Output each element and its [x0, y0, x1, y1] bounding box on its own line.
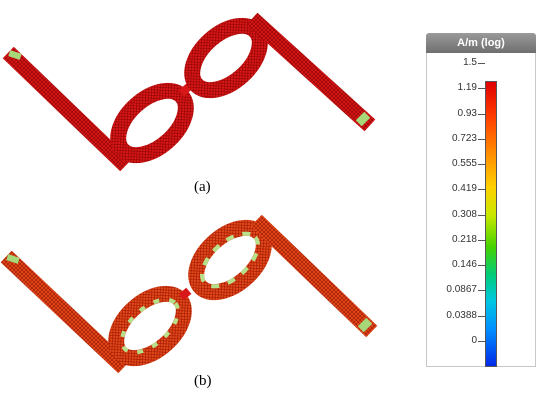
legend-tick-label: 0.146	[451, 259, 477, 271]
legend-tick-label: 0.0867	[446, 284, 477, 296]
legend-panel: 1.5 1.19 0.93 0.723 0.555 0.419 0.308 0.218 0.14…	[426, 53, 536, 367]
legend-tick-label: 0	[471, 335, 477, 346]
caption-b: (b)	[194, 373, 212, 389]
legend-title: A/m (log)	[426, 33, 536, 53]
caption-a: (a)	[194, 179, 211, 195]
legend-tick-label: 0.419	[451, 183, 477, 195]
antenna-b	[0, 214, 378, 374]
legend-tick-label: 1.19	[457, 82, 477, 94]
legend-tick-label: 0.723	[451, 132, 477, 144]
legend-tick-mark	[478, 315, 485, 317]
antenna-current-plots	[0, 12, 378, 374]
legend-tick-label: 1.5	[463, 57, 477, 68]
legend-tick-mark	[478, 265, 485, 267]
legend-tick-label: 0.0388	[446, 309, 477, 321]
colorbar-legend: A/m (log) 1.5 1.19 0.93 0.723 0.555 0.419 0.30…	[426, 33, 539, 368]
legend-tick-mark	[478, 189, 485, 191]
legend-tick-mark	[478, 239, 485, 241]
legend-tick-mark	[478, 290, 485, 292]
legend-tick-mark	[478, 138, 485, 140]
legend-tick-label: 0.218	[451, 233, 477, 245]
legend-tick-mark	[478, 113, 485, 115]
legend-tick-mark	[478, 214, 485, 216]
legend-tick-mark	[478, 63, 485, 64]
legend-tick-label: 0.308	[451, 208, 477, 220]
legend-tick-mark	[478, 164, 485, 166]
antenna-a	[2, 12, 376, 172]
legend-tick-mark	[478, 341, 485, 342]
colorbar	[485, 81, 497, 367]
legend-tick-label: 0.93	[457, 107, 477, 119]
legend-tick-mark	[478, 88, 485, 90]
legend-tick-label: 0.555	[451, 158, 477, 170]
